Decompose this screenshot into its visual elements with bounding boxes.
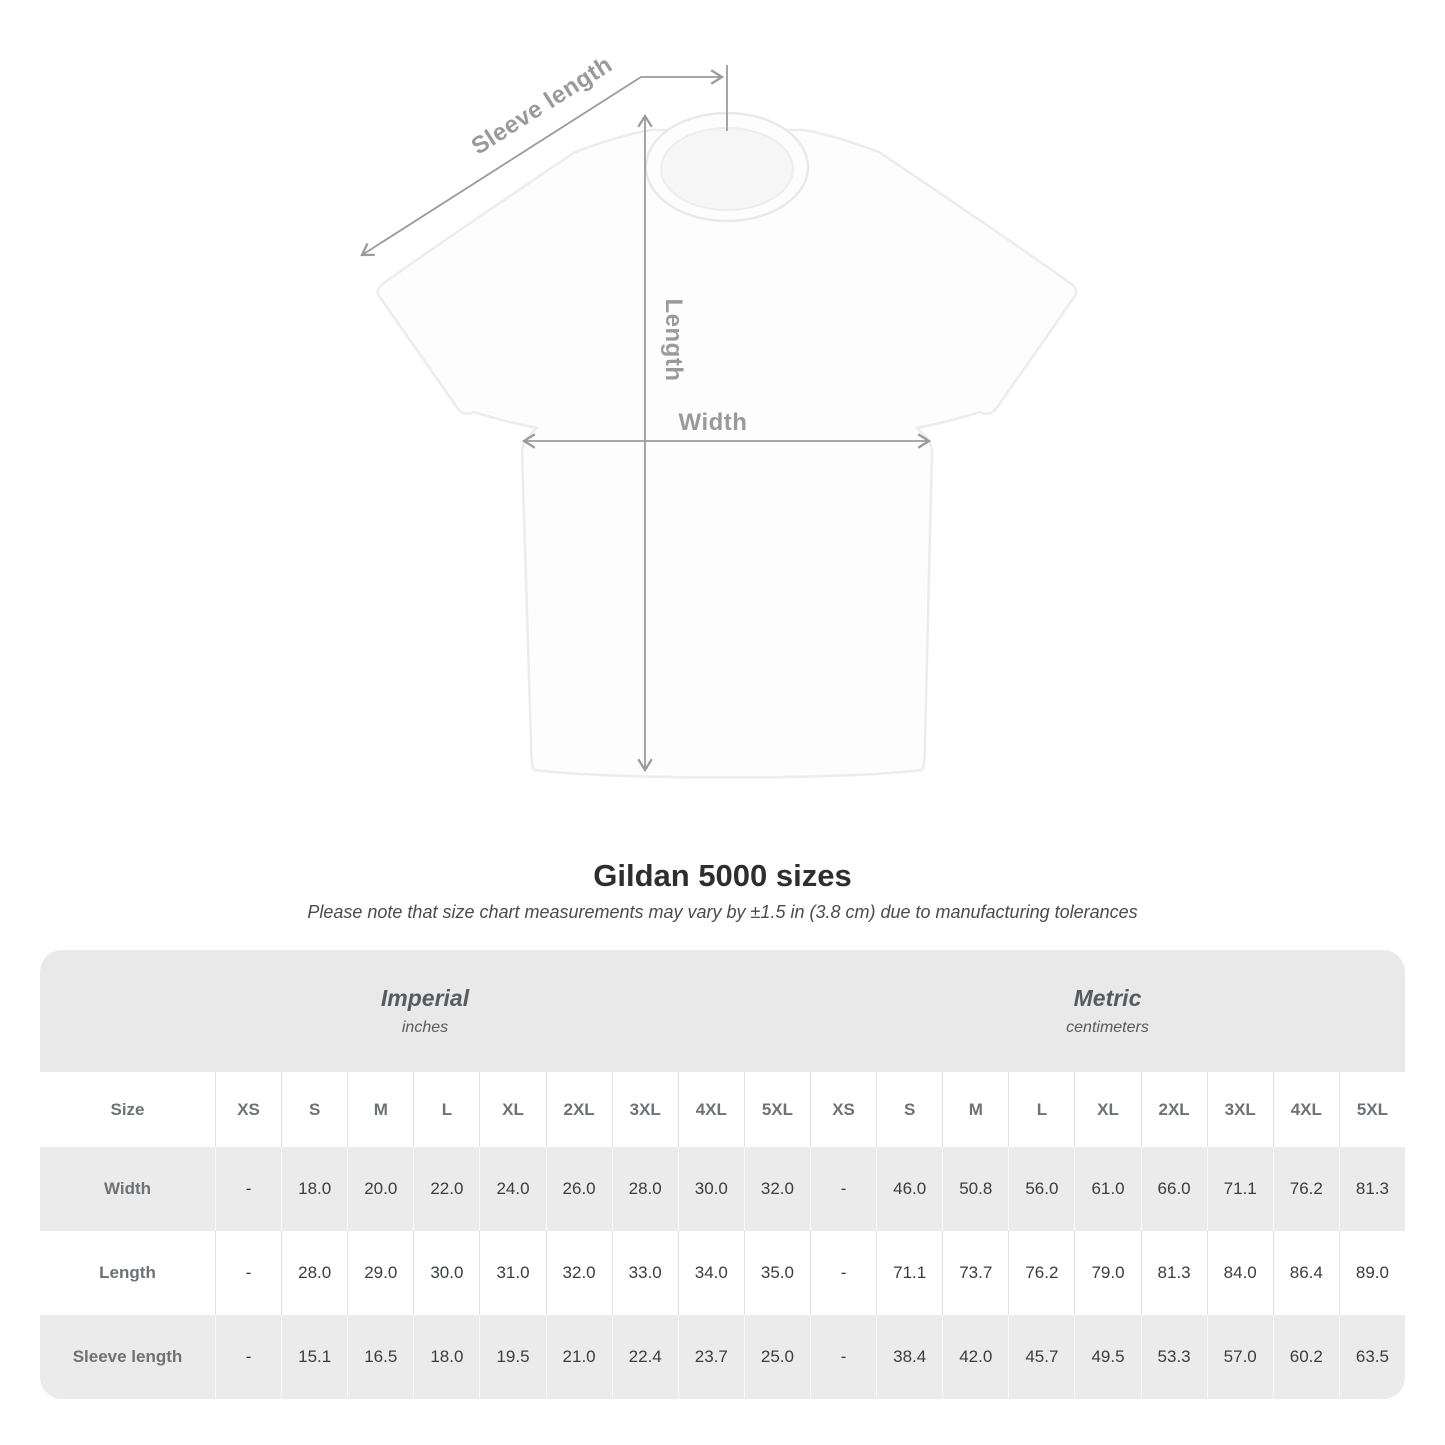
imperial-section-unit: inches — [401, 1019, 449, 1036]
measurement-cell-metric: 49.5 — [1074, 1315, 1141, 1399]
size-header-metric: 5XL — [1338, 1072, 1405, 1147]
measurement-cell-imperial: 19.5 — [479, 1315, 546, 1399]
measurement-cell-imperial: 28.0 — [281, 1231, 347, 1315]
measurement-cell-metric: 61.0 — [1074, 1147, 1141, 1231]
tshirt-illustration — [376, 111, 1078, 779]
measurement-cell-imperial: 28.0 — [611, 1147, 678, 1231]
measurement-cell-imperial: 30.0 — [413, 1231, 479, 1315]
measurement-cell-imperial: 29.0 — [347, 1231, 413, 1315]
measurement-cell-imperial: 26.0 — [545, 1147, 612, 1231]
size-header-imperial: 2XL — [545, 1072, 612, 1147]
tshirt-measurement-diagram: Sleeve length Length Width — [360, 51, 1078, 779]
size-column-header: Size — [110, 1099, 145, 1119]
measurement-cell-metric: 60.2 — [1272, 1315, 1339, 1399]
metric-section-unit: centimeters — [1066, 1019, 1149, 1036]
length-label: Length — [660, 299, 687, 382]
measurement-cell-metric: 86.4 — [1272, 1231, 1339, 1315]
size-header-imperial: L — [413, 1072, 479, 1147]
measurement-cell-metric: 56.0 — [1008, 1147, 1075, 1231]
measurement-cell-imperial: 35.0 — [743, 1231, 810, 1315]
size-header-metric: M — [942, 1072, 1008, 1147]
tshirt-body — [376, 128, 1078, 779]
row-label: Length — [99, 1263, 156, 1282]
measurement-cell-imperial: 23.7 — [677, 1315, 744, 1399]
measurement-cell-imperial: - — [215, 1231, 281, 1315]
size-header-metric: XS — [810, 1072, 876, 1147]
measurement-cell-metric: 71.1 — [1206, 1147, 1273, 1231]
measurement-cell-metric: 71.1 — [876, 1231, 942, 1315]
size-header-metric: 4XL — [1272, 1072, 1339, 1147]
measurement-cell-imperial: 18.0 — [281, 1147, 348, 1231]
measurement-cell-metric: 66.0 — [1140, 1147, 1207, 1231]
imperial-section-header: Imperial inches — [40, 950, 810, 1072]
sleeve-length-arrow — [360, 69, 725, 257]
measurement-cell-metric: 42.0 — [942, 1315, 1009, 1399]
imperial-section-title: Imperial — [380, 985, 470, 1011]
measurement-cell-imperial: 16.5 — [347, 1315, 414, 1399]
measurement-cell-imperial: 15.1 — [281, 1315, 348, 1399]
size-header-imperial: XS — [215, 1072, 281, 1147]
measurement-cell-imperial: 31.0 — [479, 1231, 545, 1315]
size-header-metric: L — [1008, 1072, 1074, 1147]
size-header-imperial: XL — [479, 1072, 545, 1147]
measurement-cell-imperial: 25.0 — [743, 1315, 810, 1399]
measurement-cell-imperial: 32.0 — [743, 1147, 810, 1231]
measurement-cell-metric: 50.8 — [942, 1147, 1009, 1231]
measurement-annotations — [360, 65, 932, 773]
measurement-cell-metric: 46.0 — [876, 1147, 943, 1231]
size-header-metric: 2XL — [1140, 1072, 1207, 1147]
measurement-cell-metric: 63.5 — [1338, 1315, 1405, 1399]
measurement-cell-imperial: - — [215, 1147, 282, 1231]
measurement-cell-imperial: - — [215, 1315, 282, 1399]
measurement-cell-metric: 76.2 — [1272, 1147, 1339, 1231]
size-header-imperial: S — [281, 1072, 347, 1147]
measurement-cell-metric: 89.0 — [1338, 1231, 1405, 1315]
metric-section-title: Metric — [1073, 985, 1142, 1011]
size-header-metric: 3XL — [1206, 1072, 1273, 1147]
page-subtitle: Please note that size chart measurements… — [307, 902, 1138, 922]
size-header-imperial: 4XL — [677, 1072, 744, 1147]
page-title: Gildan 5000 sizes — [593, 858, 852, 893]
measurement-cell-metric: 81.3 — [1338, 1147, 1405, 1231]
measurement-cell-metric: 53.3 — [1140, 1315, 1207, 1399]
measurement-cell-imperial: 32.0 — [545, 1231, 612, 1315]
measurement-cell-metric: 79.0 — [1074, 1231, 1140, 1315]
measurement-cell-metric: - — [810, 1147, 877, 1231]
measurement-cell-metric: 57.0 — [1206, 1315, 1273, 1399]
measurement-cell-metric: 81.3 — [1140, 1231, 1207, 1315]
measurement-cell-imperial: 22.4 — [611, 1315, 678, 1399]
tshirt-collar-inner — [660, 127, 794, 211]
measurement-cell-metric: - — [810, 1231, 876, 1315]
measurement-cell-imperial: 21.0 — [545, 1315, 612, 1399]
unit-section-band: Imperial inches Metric centimeters — [40, 950, 1405, 1072]
measurement-cell-imperial: 33.0 — [611, 1231, 678, 1315]
measurement-cell-imperial: 30.0 — [677, 1147, 744, 1231]
row-label: Width — [40, 1147, 215, 1231]
size-header-metric: S — [876, 1072, 942, 1147]
measurement-cell-metric: 84.0 — [1206, 1231, 1273, 1315]
size-table-grid: Size XS S M L XL 2XL 3XL 4XL 5XL XS S M L XL 2XL 3XL 4XL 5… — [40, 1072, 1405, 1399]
measurement-cell-imperial: 22.0 — [413, 1147, 480, 1231]
measurement-cell-metric: 76.2 — [1008, 1231, 1074, 1315]
size-header-imperial: 3XL — [611, 1072, 678, 1147]
measurement-cell-imperial: 18.0 — [413, 1315, 480, 1399]
size-table: Imperial inches Metric centimeters Size X… — [40, 950, 1405, 1399]
measurement-cell-metric: 45.7 — [1008, 1315, 1075, 1399]
measurement-cell-imperial: 20.0 — [347, 1147, 414, 1231]
row-label: Sleeve length — [40, 1315, 215, 1399]
width-label: Width — [679, 409, 748, 436]
measurement-cell-imperial: 24.0 — [479, 1147, 546, 1231]
measurement-cell-metric: 73.7 — [942, 1231, 1008, 1315]
size-header-imperial: M — [347, 1072, 413, 1147]
measurement-cell-metric: 38.4 — [876, 1315, 943, 1399]
measurement-cell-metric: - — [810, 1315, 877, 1399]
measurement-cell-imperial: 34.0 — [677, 1231, 744, 1315]
size-header-metric: XL — [1074, 1072, 1140, 1147]
metric-section-header: Metric centimeters — [810, 950, 1405, 1072]
size-header-imperial: 5XL — [743, 1072, 810, 1147]
